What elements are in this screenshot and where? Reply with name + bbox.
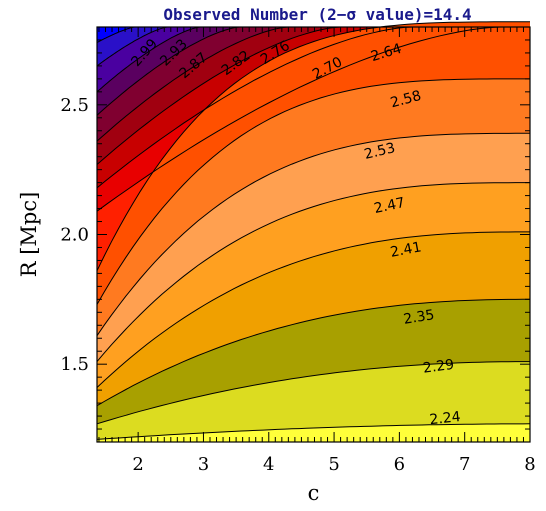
tick-labels: 2 3 4 5 6 7 8 1.5 2.0 2.5 <box>60 95 535 475</box>
contour-label: 2.47 <box>373 195 407 217</box>
contour-line <box>96 26 413 189</box>
contour-label: 2.53 <box>363 140 397 163</box>
contour-line <box>96 26 341 165</box>
contour-line <box>96 231 530 388</box>
contour-line <box>96 26 201 93</box>
y-axis-label: R [Mpc] <box>17 192 41 278</box>
contour-label: 2.41 <box>389 239 423 260</box>
contour-band <box>97 423 530 442</box>
x-tick-label: 6 <box>394 454 405 475</box>
x-tick-label: 5 <box>328 454 339 475</box>
contour-band <box>97 361 530 442</box>
contour-line <box>96 132 530 336</box>
contour-line <box>96 361 530 425</box>
contour-line <box>96 26 168 67</box>
contour-line <box>96 26 135 44</box>
contour-line <box>96 26 289 142</box>
contour-label: 2.24 <box>429 409 462 428</box>
x-tick-label: 3 <box>198 454 209 475</box>
y-tick-label: 2.5 <box>60 95 89 116</box>
x-tick-label: 2 <box>132 454 143 475</box>
contour-line <box>96 78 530 305</box>
contour-line <box>96 423 531 440</box>
y-tick-label: 2.0 <box>60 225 89 246</box>
x-tick-label: 7 <box>459 454 470 475</box>
chart-title: Observed Number (2−σ value)=14.4 <box>163 5 471 24</box>
contour-line <box>96 298 530 407</box>
axis-ticks <box>97 26 531 442</box>
contour-line <box>96 26 501 212</box>
contour-lines <box>96 21 531 440</box>
x-axis-label: c <box>308 481 320 505</box>
contour-line <box>96 21 530 272</box>
x-tick-label: 8 <box>524 454 535 475</box>
contour-line <box>96 26 240 116</box>
contour-label: 2.58 <box>389 88 423 112</box>
contour-label: 2.29 <box>422 357 455 377</box>
plot-frame <box>96 26 531 443</box>
x-tick-label: 4 <box>263 454 274 475</box>
contour-bands <box>97 21 530 443</box>
contour-line <box>96 182 530 362</box>
contour-label: 2.35 <box>402 307 435 328</box>
y-tick-label: 1.5 <box>60 354 89 375</box>
